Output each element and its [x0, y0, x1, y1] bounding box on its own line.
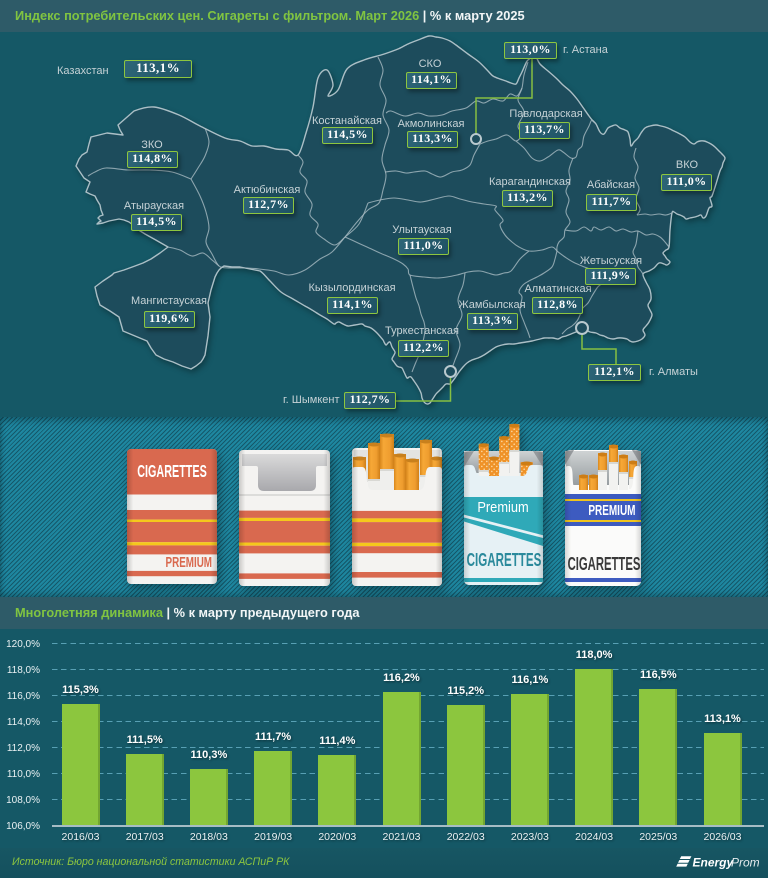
- svg-text:Energy: Energy: [693, 856, 735, 870]
- svg-text:Prom: Prom: [731, 856, 759, 870]
